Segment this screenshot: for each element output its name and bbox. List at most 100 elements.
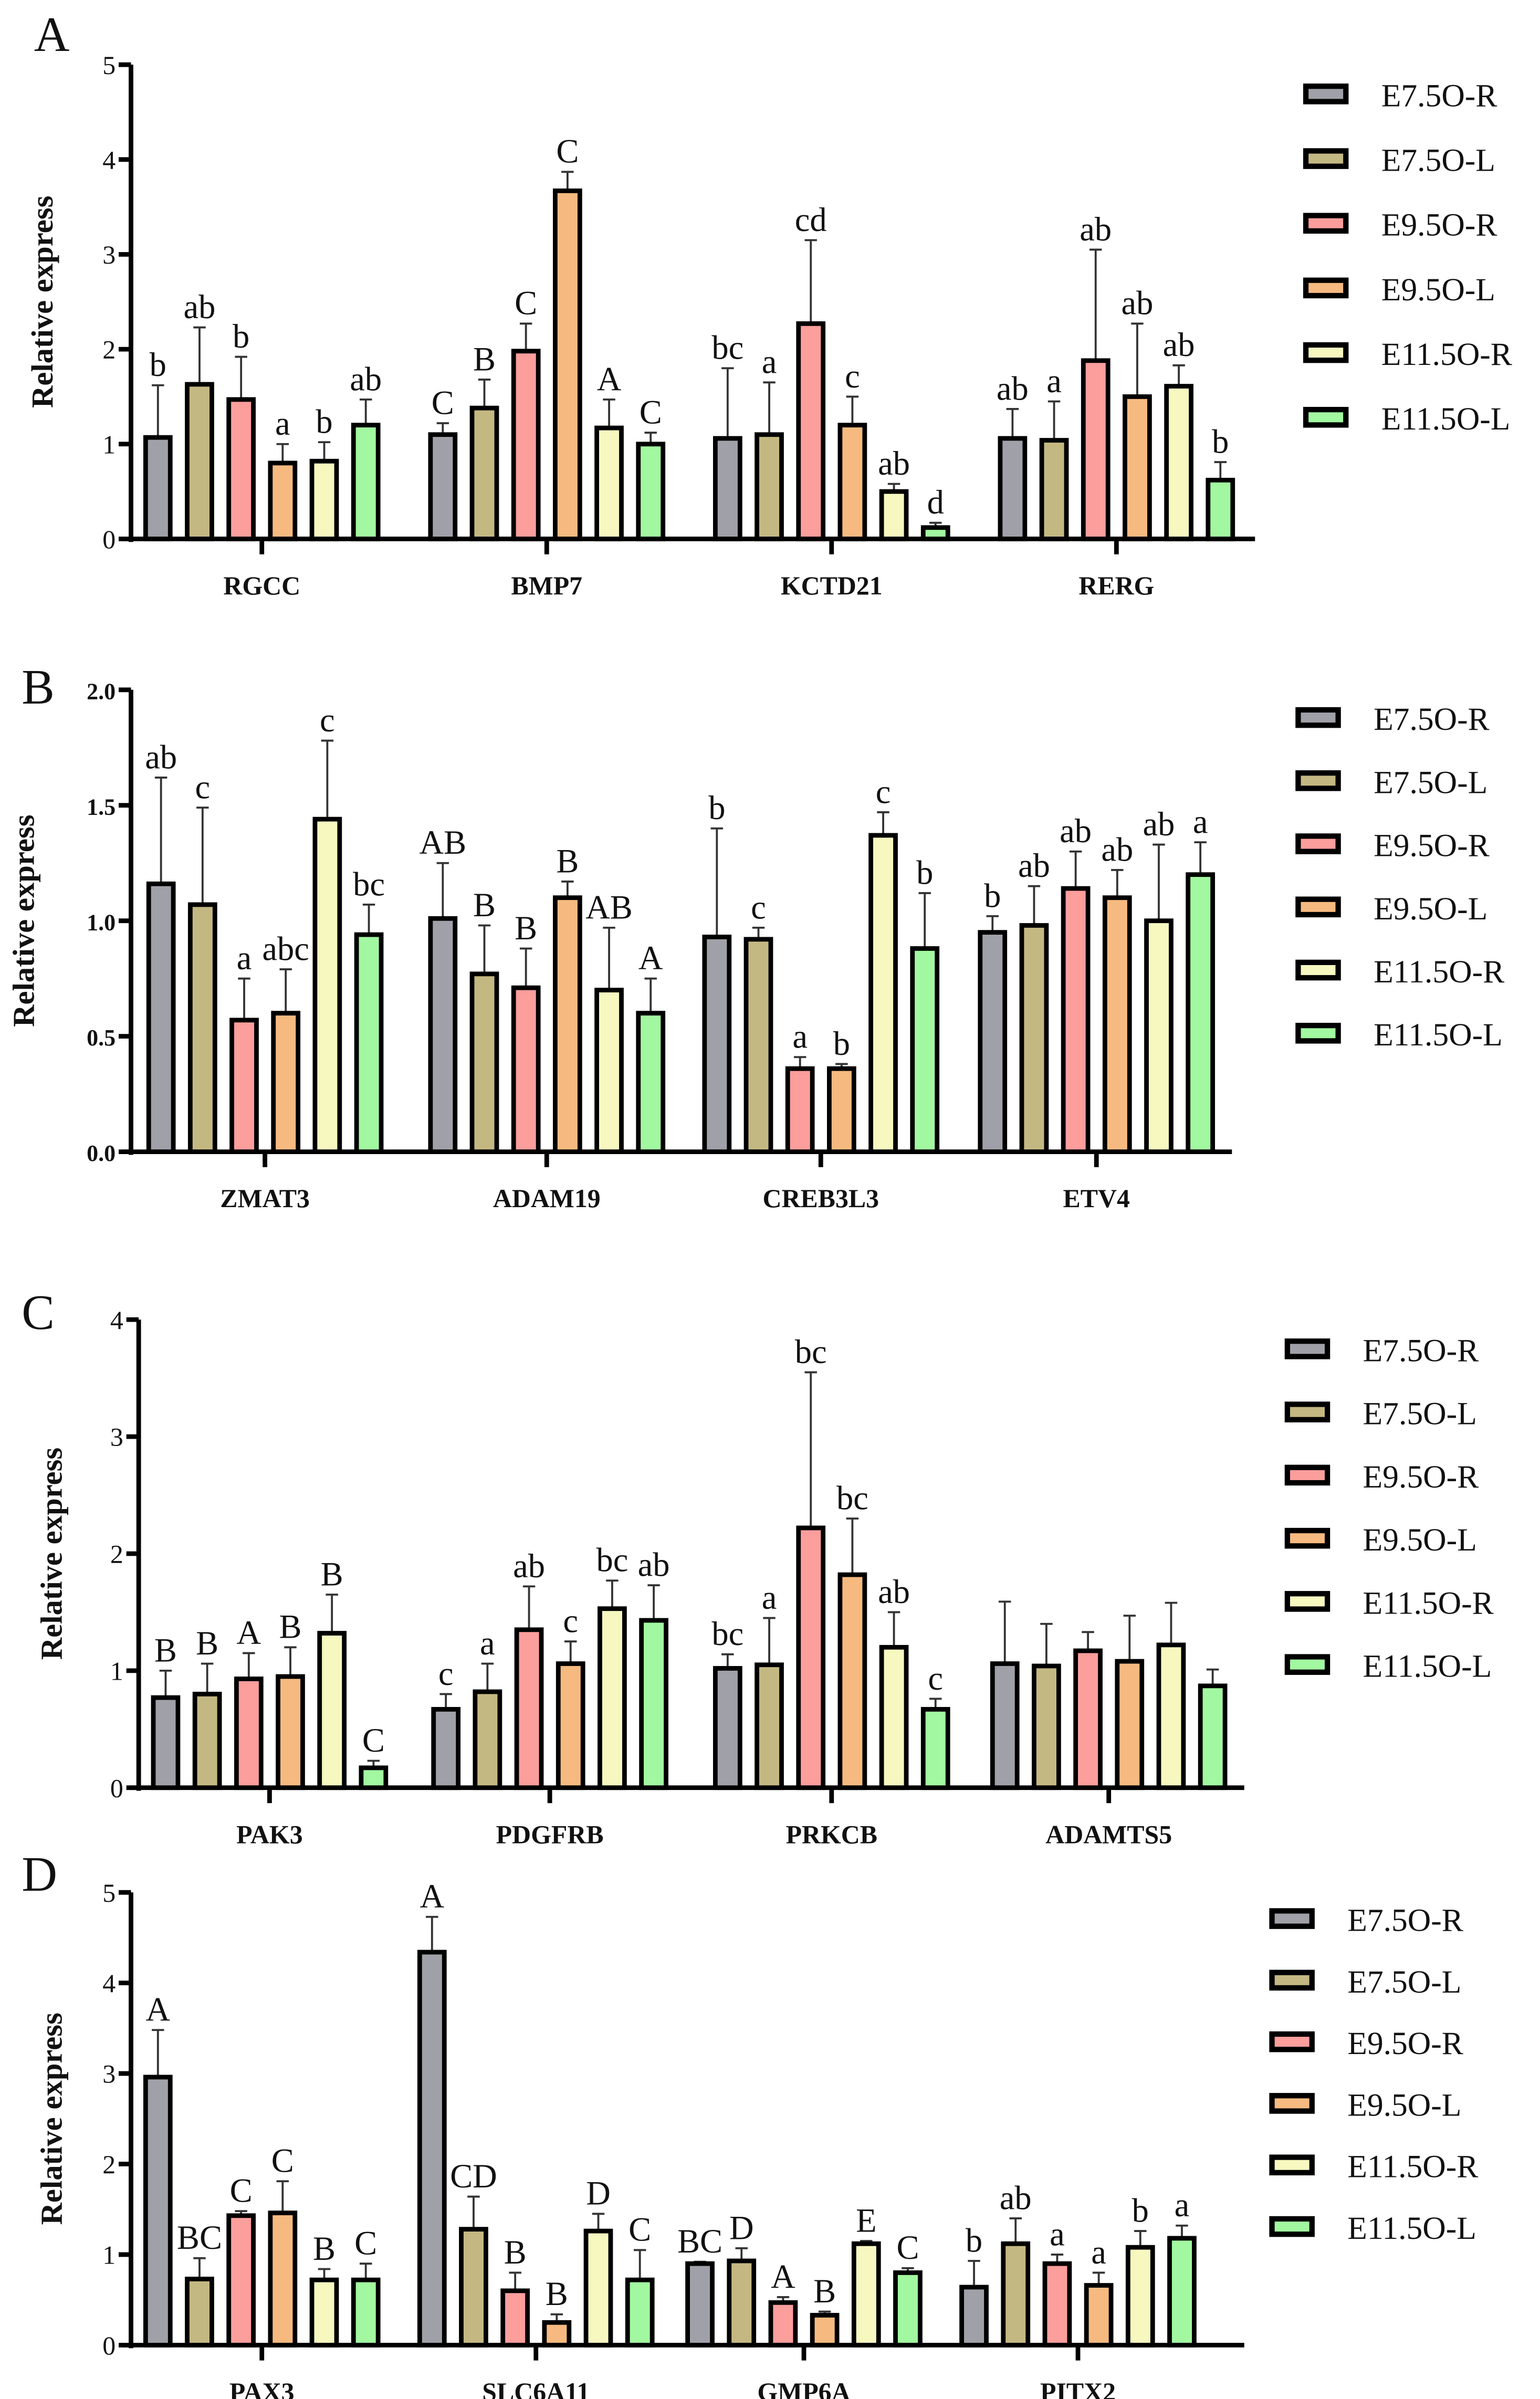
significance-letter: b — [1212, 423, 1229, 460]
bar-E7.5O-L — [727, 2258, 757, 2348]
significance-letter: A — [771, 2258, 795, 2295]
bar-E11.5O-L — [351, 2277, 381, 2348]
bar-E9.5O-R — [768, 2300, 798, 2348]
significance-letter: ab — [1018, 847, 1050, 884]
significance-letter: B — [313, 2230, 336, 2267]
bar-E9.5O-L — [837, 1572, 867, 1790]
significance-letter: a — [762, 343, 777, 381]
significance-letter: C — [896, 2229, 919, 2266]
significance-letter: ab — [1000, 2179, 1032, 2216]
significance-letter: b — [708, 789, 725, 826]
panel-label: B — [22, 660, 55, 715]
y-tick-label: 0 — [110, 1774, 123, 1803]
legend-swatch — [1269, 2031, 1315, 2052]
bar-E9.5O-L — [1084, 2283, 1114, 2348]
significance-letter: BC — [177, 2219, 222, 2256]
bar-E9.5O-L — [556, 1661, 585, 1790]
bar-E9.5O-R — [1061, 886, 1091, 1154]
bar-E9.5O-L — [553, 188, 582, 541]
bar-E9.5O-L — [1102, 895, 1132, 1154]
y-tick-label: 0.5 — [87, 1025, 116, 1051]
significance-letter: cd — [795, 201, 827, 238]
significance-letter: B — [546, 2275, 568, 2312]
significance-letter: bc — [711, 329, 743, 366]
y-tick-label: 5 — [102, 1879, 116, 1908]
significance-letter: ab — [1101, 831, 1133, 868]
bar-E11.5O-L — [354, 932, 384, 1154]
bar-E9.5O-L — [268, 460, 298, 541]
significance-letter: B — [154, 1631, 177, 1669]
legend-label: E7.5O-L — [1374, 764, 1487, 800]
bar-E7.5O-L — [1001, 2241, 1031, 2348]
significance-letter: ab — [350, 360, 382, 397]
bar-E7.5O-R — [998, 436, 1028, 541]
significance-letter: E — [856, 2202, 876, 2239]
bar-E11.5O-R — [851, 2241, 881, 2348]
bar-E9.5O-R — [796, 1525, 826, 1790]
panel-label: A — [34, 7, 70, 62]
significance-letter: A — [597, 360, 622, 397]
y-tick-label: 4 — [102, 1969, 116, 1998]
legend-label: E7.5O-R — [1381, 78, 1497, 113]
significance-letter: b — [316, 403, 332, 441]
bar-E7.5O-L — [755, 1662, 784, 1790]
bar-E11.5O-R — [594, 425, 624, 541]
legend-swatch — [1295, 1022, 1341, 1044]
significance-letter: B — [556, 842, 579, 879]
bar-E9.5O-R — [796, 321, 826, 541]
significance-letter: ab — [1143, 805, 1175, 843]
legend-swatch — [1295, 833, 1341, 854]
bar-E7.5O-R — [428, 432, 458, 541]
significance-letter: b — [150, 346, 166, 383]
legend-label: E9.5O-L — [1381, 272, 1495, 308]
legend-swatch — [1284, 1591, 1331, 1612]
legend-label: E9.5O-R — [1347, 2026, 1463, 2061]
bar-E7.5O-L — [185, 2277, 214, 2348]
x-tick-label: GMP6A — [757, 2377, 850, 2399]
bar-E11.5O-L — [359, 1765, 389, 1790]
x-tick-label: KCTD21 — [781, 571, 883, 600]
significance-letter: a — [480, 1625, 495, 1662]
significance-letter: ab — [878, 445, 910, 482]
x-tick-label: PDGFRB — [496, 1820, 604, 1849]
legend-label: E11.5O-L — [1363, 1649, 1492, 1684]
significance-letter: c — [928, 1660, 943, 1697]
x-tick-label: PAK3 — [236, 1820, 302, 1849]
bar-E9.5O-L — [276, 1674, 305, 1790]
significance-letter: A — [237, 1614, 261, 1651]
legend-label: E11.5O-R — [1374, 954, 1504, 990]
significance-letter: c — [876, 773, 891, 810]
bar-E9.5O-R — [1042, 2261, 1072, 2348]
y-tick-label: 2 — [102, 2150, 116, 2179]
x-tick-label: PAX3 — [229, 2377, 295, 2399]
bar-E9.5O-R — [511, 985, 541, 1154]
bar-E11.5O-L — [1186, 872, 1216, 1154]
significance-letter: c — [320, 701, 335, 739]
bar-E11.5O-L — [1198, 1683, 1228, 1790]
legend-swatch — [1269, 2216, 1315, 2237]
legend-label: E11.5O-R — [1381, 337, 1512, 372]
bar-E11.5O-R — [594, 988, 624, 1154]
significance-letter: B — [473, 340, 496, 378]
bar-E9.5O-R — [785, 1066, 815, 1154]
significance-letter: B — [321, 1555, 343, 1593]
significance-letter: C — [640, 393, 662, 431]
significance-letter: ab — [1080, 211, 1112, 248]
significance-letter: A — [145, 1991, 170, 2028]
significance-letter: b — [984, 877, 1001, 914]
x-tick-label: ZMAT3 — [220, 1184, 310, 1213]
significance-letter: ab — [878, 1573, 910, 1610]
significance-letter: A — [638, 939, 663, 977]
bar-E11.5O-R — [868, 833, 898, 1154]
bar-E11.5O-R — [1156, 1642, 1186, 1790]
y-tick-label: 1.5 — [87, 794, 116, 820]
legend-swatch — [1303, 406, 1349, 428]
significance-letter: ab — [184, 288, 216, 326]
y-tick-label: 2 — [110, 1540, 123, 1569]
y-tick-label: 0 — [102, 2331, 116, 2360]
significance-letter: CD — [450, 2157, 497, 2195]
significance-letter: c — [563, 1602, 578, 1640]
bar-E7.5O-R — [143, 2075, 173, 2348]
legend-swatch — [1303, 277, 1349, 299]
